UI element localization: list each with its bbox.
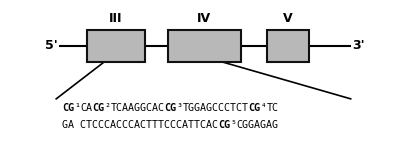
- Text: ⁴: ⁴: [260, 103, 266, 113]
- Text: 3': 3': [352, 39, 365, 52]
- Text: V: V: [283, 12, 293, 25]
- Bar: [267, 30, 309, 62]
- Text: ³: ³: [176, 103, 182, 113]
- Text: CG: CG: [92, 103, 104, 113]
- Text: CG: CG: [62, 103, 74, 113]
- Bar: [87, 30, 144, 62]
- Text: CG: CG: [164, 103, 176, 113]
- Text: TGGAGCCCTCT: TGGAGCCCTCT: [182, 103, 248, 113]
- Text: ⁵: ⁵: [230, 120, 236, 130]
- Text: CG: CG: [248, 103, 260, 113]
- Text: GA CTCCCACCCACTTTCCCATTCAC: GA CTCCCACCCACTTTCCCATTCAC: [62, 120, 218, 130]
- Text: CA: CA: [80, 103, 92, 113]
- Text: III: III: [109, 12, 123, 25]
- Text: IV: IV: [197, 12, 211, 25]
- Text: TC: TC: [266, 103, 278, 113]
- Text: CG: CG: [218, 120, 230, 130]
- Text: 5': 5': [45, 39, 58, 52]
- Text: ¹: ¹: [74, 103, 80, 113]
- Text: TCAAGGCAC: TCAAGGCAC: [110, 103, 164, 113]
- Bar: [168, 30, 241, 62]
- Text: CGGAGAG: CGGAGAG: [236, 120, 278, 130]
- Text: ²: ²: [104, 103, 110, 113]
